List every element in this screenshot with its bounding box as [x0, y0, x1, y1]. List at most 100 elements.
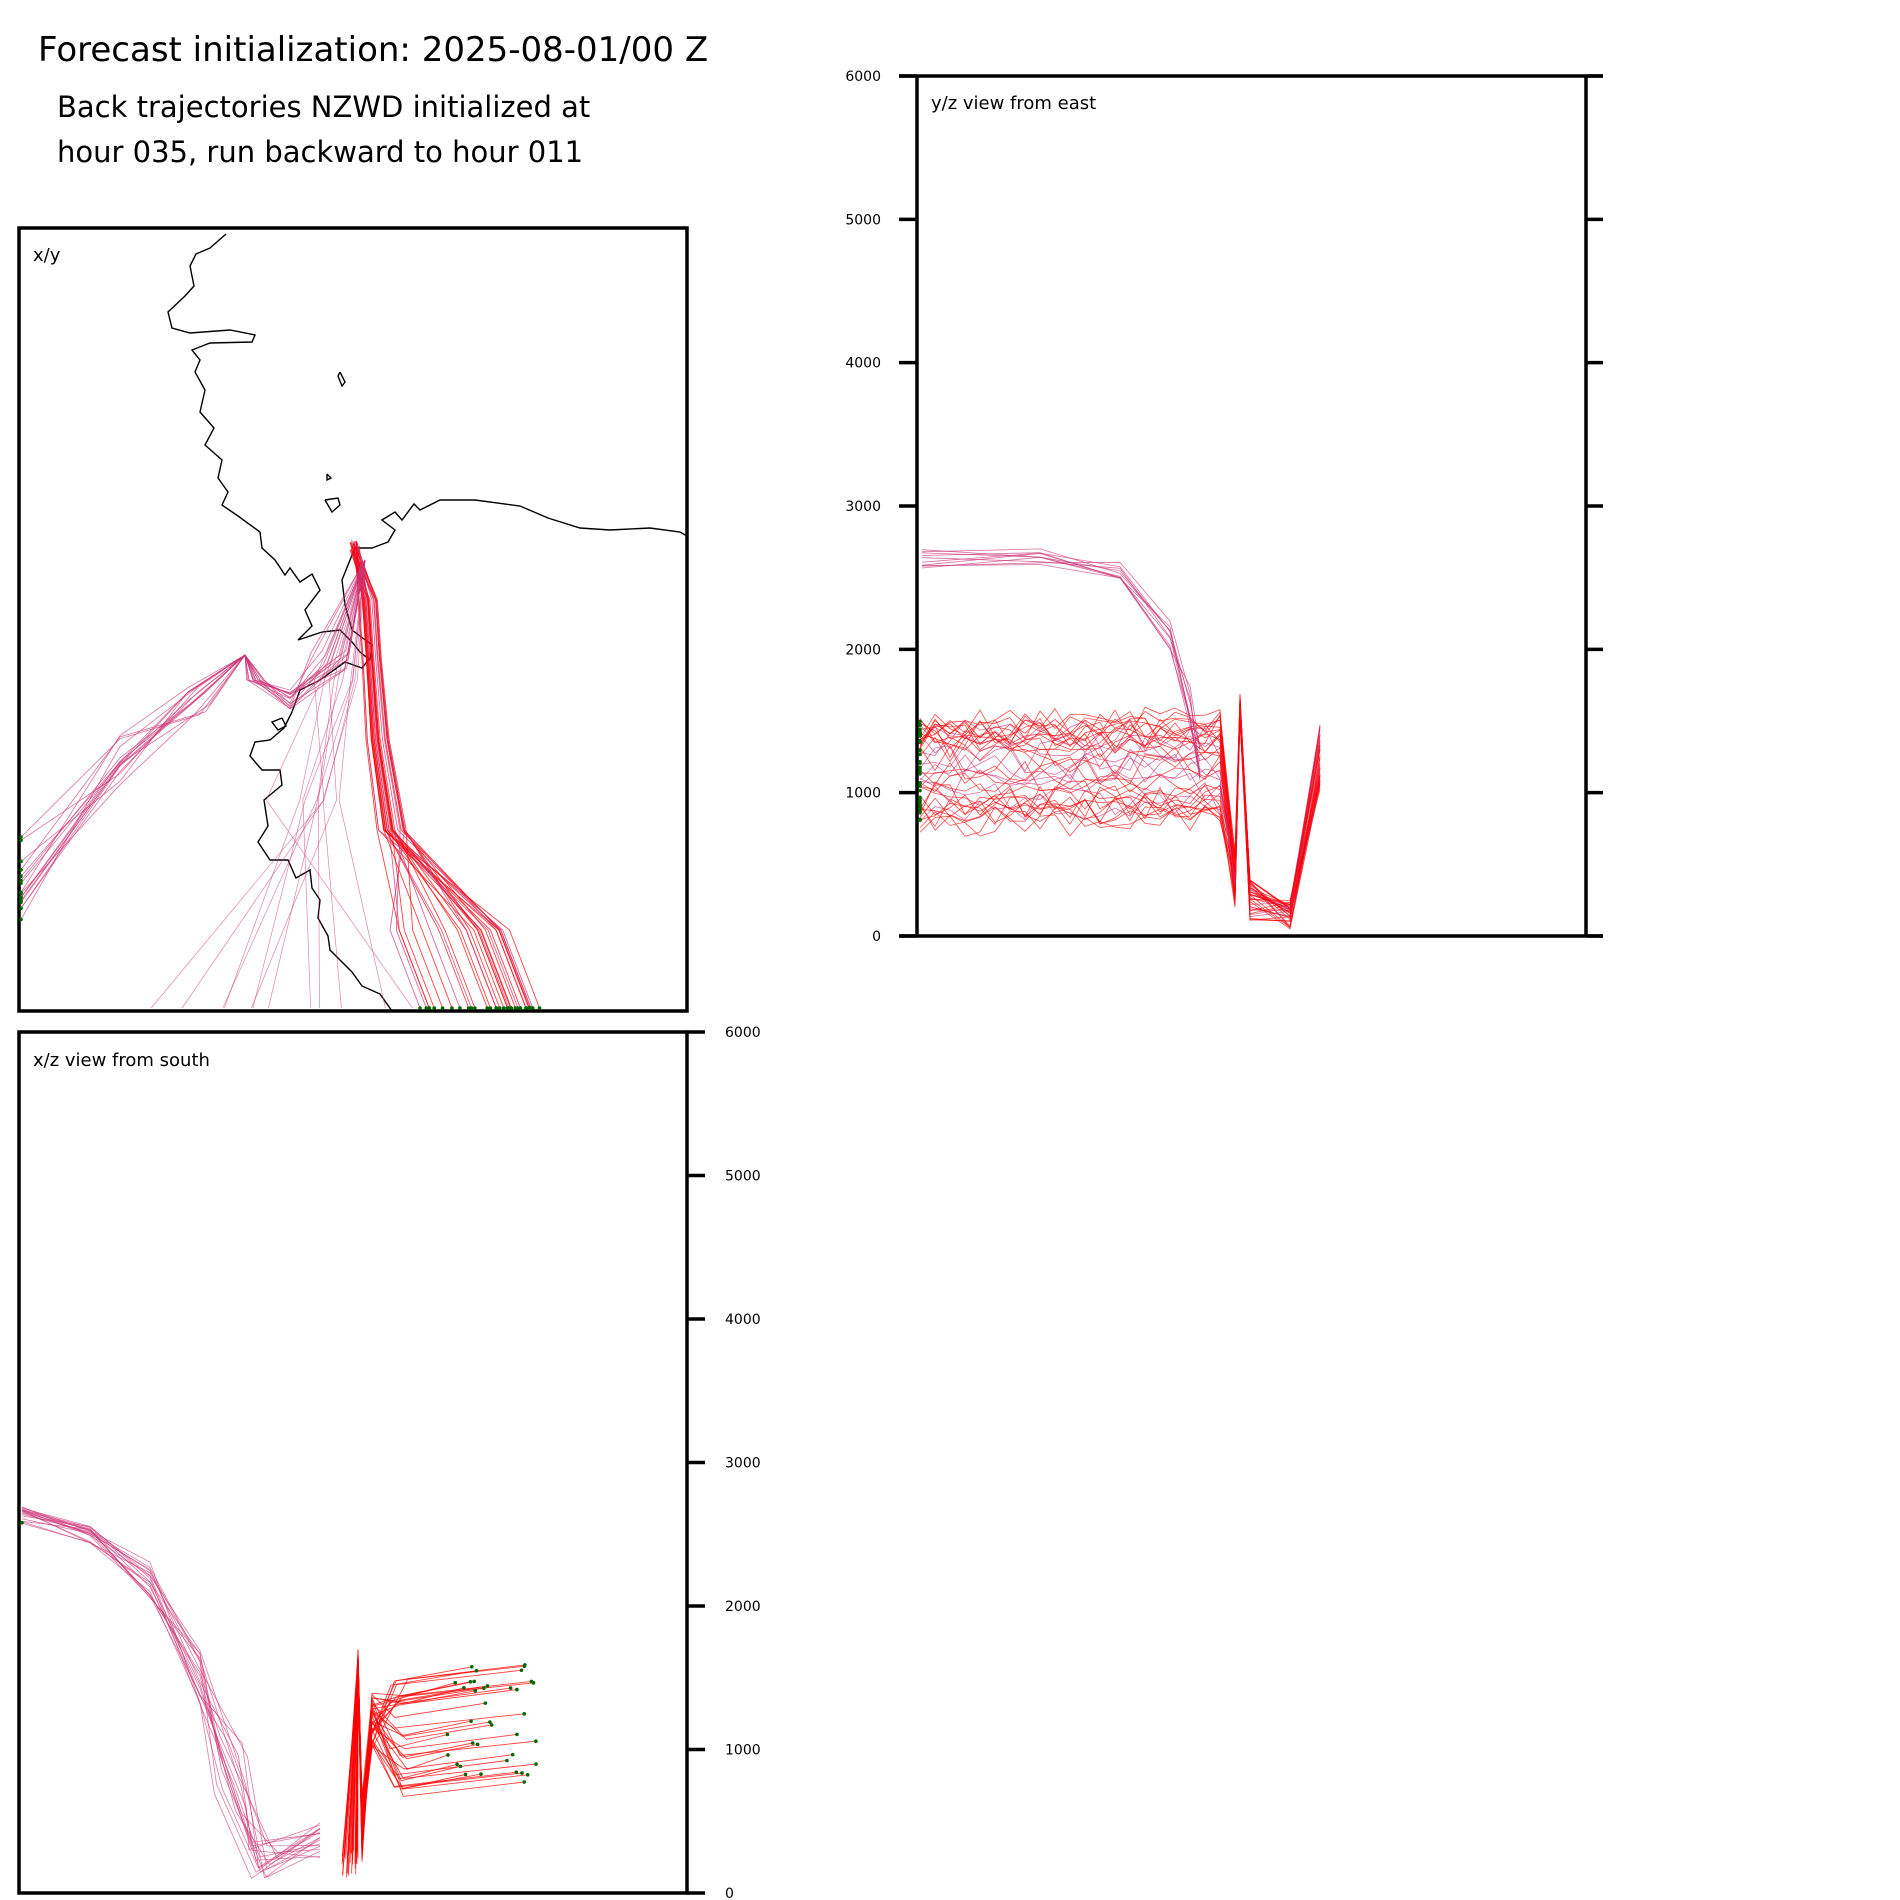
xy-endpoint-group	[19, 835, 542, 1010]
xy-endpoint-marker	[497, 1006, 502, 1010]
xy-trajectory-line	[181, 559, 366, 1009]
yz-trajectory-line	[919, 699, 1321, 901]
xz-trajectory-line	[342, 1664, 525, 1862]
xy-endpoint-marker	[488, 1006, 493, 1010]
xz-endpoint-marker	[458, 1764, 463, 1769]
xy-endpoint-marker	[473, 1006, 477, 1010]
xy-endpoint-marker	[19, 890, 23, 895]
coastline-segment	[167, 233, 688, 662]
coastline-segment	[326, 473, 333, 482]
xy-trajectory-line	[352, 543, 491, 1009]
xz-trajectory-line	[21, 1510, 321, 1847]
xz-endpoint-marker	[515, 1687, 519, 1692]
yz-tick-label: 5000	[845, 212, 881, 228]
xz-endpoint-marker	[474, 1668, 479, 1673]
xy-endpoint-marker	[518, 1006, 523, 1010]
xz-endpoint-marker	[529, 1679, 534, 1684]
xz-endpoint-marker	[514, 1770, 519, 1774]
yz-endpoint-marker	[918, 806, 922, 811]
xz-endpoint-marker	[522, 1780, 527, 1784]
xy-endpoint-marker	[530, 1006, 535, 1010]
xz-trajectory-group	[21, 1506, 537, 1880]
xy-endpoint-marker	[19, 835, 23, 839]
xy-trajectory-line	[20, 559, 366, 893]
xy-endpoint-marker	[485, 1006, 490, 1010]
xy-trajectory-line	[265, 559, 413, 1009]
xy-endpoint-marker	[418, 1006, 422, 1010]
xy-endpoint-marker	[537, 1006, 542, 1010]
yz-endpoint-marker	[918, 772, 922, 776]
xy-endpoint-marker	[19, 868, 23, 872]
coastline-segment	[270, 717, 287, 731]
xz-endpoint-marker	[455, 1762, 459, 1767]
xy-endpoint-marker	[19, 917, 23, 922]
xy-endpoint-marker	[494, 1006, 499, 1010]
xz-trajectory-line	[21, 1506, 321, 1868]
xz-trajectory-line	[21, 1515, 321, 1879]
coastline-segment	[249, 654, 393, 1012]
xy-trajectory-line	[302, 559, 366, 1009]
xz-endpoint-marker	[446, 1753, 450, 1757]
yz-tick-group: 0 1000 2000 3000 4000 5000 6000	[845, 69, 1603, 945]
xz-endpoint-marker	[534, 1739, 538, 1743]
xy-trajectory-line	[317, 559, 366, 1009]
yz-trajectory-line	[919, 699, 1321, 910]
xz-trajectory-line	[21, 1512, 321, 1873]
xy-trajectory-line	[350, 549, 476, 1009]
xz-trajectory-line	[350, 1674, 532, 1859]
xy-endpoint-marker	[19, 906, 23, 911]
yz-trajectory-line	[921, 557, 1201, 781]
xy-trajectory-line	[20, 559, 366, 838]
xz-endpoint-marker	[473, 1689, 478, 1693]
xy-endpoint-marker	[19, 859, 23, 864]
yz-panel: 0 1000 2000 3000 4000 5000 6000 y/z view from …	[845, 69, 1603, 945]
xz-endpoint-marker	[481, 1686, 486, 1690]
xz-endpoint-marker	[519, 1668, 524, 1673]
xz-endpoint-marker	[469, 1719, 473, 1723]
coastline	[167, 233, 688, 1012]
xz-endpoint-marker	[515, 1732, 519, 1737]
yz-trajectory-line	[919, 695, 1321, 921]
xy-trajectory-line	[20, 559, 366, 871]
yz-trajectory-line	[919, 702, 1321, 913]
xy-trajectory-line	[150, 559, 366, 1009]
yz-tick-label: 2000	[845, 642, 881, 658]
xz-endpoint-marker	[445, 1732, 450, 1737]
xz-tick-label: 6000	[725, 1025, 761, 1041]
coastline-segment	[324, 497, 341, 514]
yz-trajectory-line	[919, 708, 1321, 917]
yz-trajectory-line	[919, 703, 1321, 910]
xz-tick-label: 2000	[725, 1599, 761, 1615]
xy-trajectory-line	[20, 559, 366, 881]
yz-endpoint-marker	[918, 722, 922, 727]
xy-panel-label: x/y	[33, 245, 61, 266]
xy-trajectory-line	[224, 559, 366, 1009]
xy-trajectory-line	[20, 559, 366, 898]
yz-endpoint-marker	[918, 766, 922, 771]
yz-endpoint-marker	[918, 752, 922, 757]
xy-trajectory-line	[322, 559, 366, 1009]
yz-endpoint-marker	[918, 733, 922, 738]
xy-endpoint-marker	[526, 1006, 531, 1010]
xz-tick-label: 3000	[725, 1456, 761, 1472]
xy-endpoint-marker	[450, 1006, 454, 1010]
xy-endpoint-marker	[432, 1006, 437, 1010]
xy-endpoint-marker	[19, 874, 23, 878]
xy-endpoint-marker	[466, 1006, 471, 1010]
xy-trajectory-line	[338, 559, 386, 1009]
xy-trajectory-line	[349, 549, 497, 1009]
xy-trajectory-line	[251, 559, 366, 1009]
xz-tick-group: 0 1000 2000 3000 4000 5000 6000	[687, 1025, 761, 1900]
xz-trajectory-line	[354, 1677, 471, 1853]
xy-endpoint-marker	[19, 898, 23, 903]
yz-trajectory-line	[921, 564, 1201, 773]
yz-endpoint-marker	[918, 781, 922, 785]
xz-endpoint-marker	[485, 1684, 490, 1688]
yz-endpoint-marker	[918, 759, 922, 764]
yz-trajectory-line	[921, 552, 1201, 774]
yz-endpoint-marker	[918, 796, 922, 801]
xz-endpoint-marker	[525, 1773, 530, 1777]
xz-tick-label: 5000	[725, 1169, 761, 1185]
xz-endpoint-marker	[468, 1679, 473, 1684]
xz-trajectory-line	[21, 1510, 321, 1873]
